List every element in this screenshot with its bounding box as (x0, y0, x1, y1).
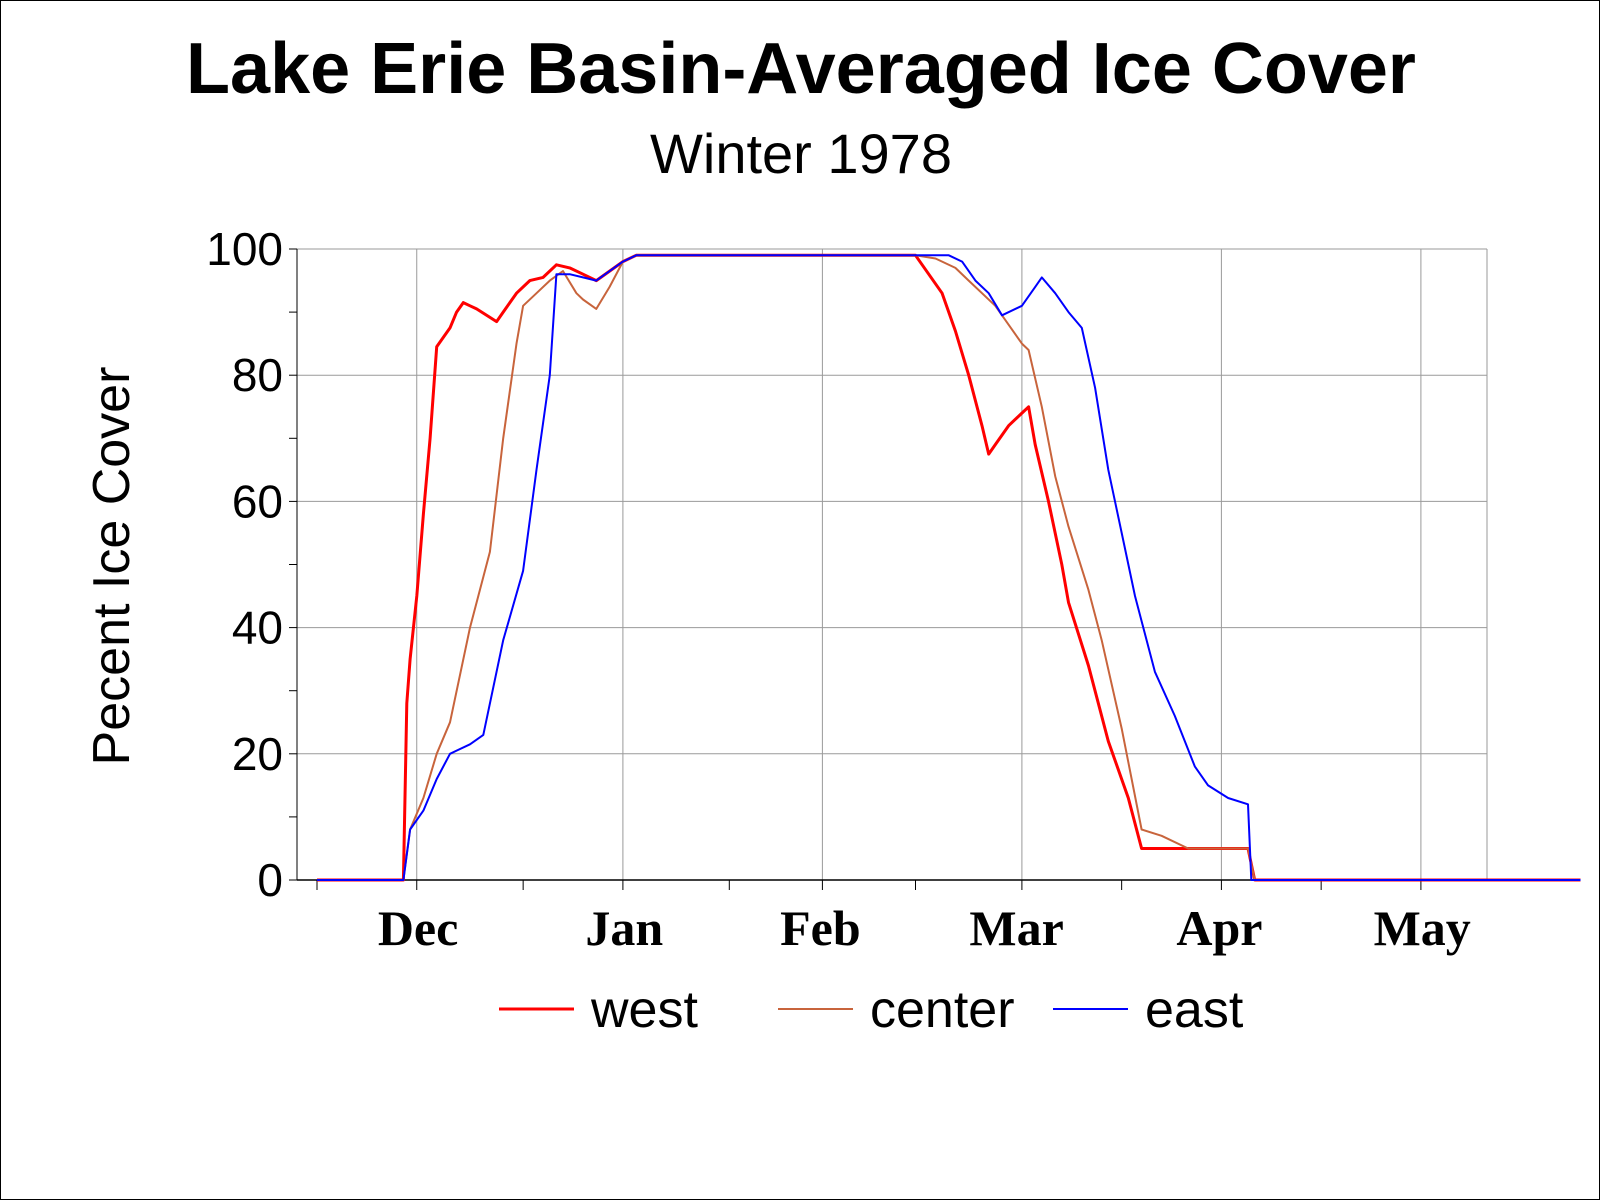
y-tick-labels: 0 20 40 60 80 100 (206, 223, 283, 906)
y-tick-label: 40 (232, 602, 283, 654)
y-tick-label: 0 (257, 854, 283, 906)
chart-title: Lake Erie Basin-Averaged Ice Cover (186, 29, 1416, 109)
legend: west center east (499, 981, 1244, 1039)
y-axis-label: Pecent Ice Cover (83, 367, 141, 766)
series-line-center (317, 254, 1581, 881)
x-tick-label: Apr (1176, 900, 1262, 956)
legend-label-center: center (870, 981, 1015, 1039)
x-tick-label: Mar (969, 900, 1063, 956)
x-tick-label: May (1374, 900, 1471, 956)
y-tick-label: 20 (232, 728, 283, 780)
series-lines (317, 253, 1581, 882)
x-tick-label: Dec (378, 900, 459, 956)
series-line-east (317, 254, 1581, 881)
y-tick-label: 60 (232, 475, 283, 527)
x-tick-label: Jan (585, 900, 663, 956)
x-tick-labels: Dec Jan Feb Mar Apr May (378, 900, 1471, 956)
grid-lines (297, 248, 1488, 881)
x-tick-label: Feb (780, 900, 861, 956)
legend-label-east: east (1145, 981, 1244, 1039)
legend-label-west: west (590, 981, 698, 1039)
y-tick-label: 100 (206, 223, 283, 275)
axes (289, 248, 1487, 890)
chart-subtitle: Winter 1978 (650, 122, 952, 185)
y-tick-label: 80 (232, 349, 283, 401)
series-line-west (317, 253, 1581, 882)
